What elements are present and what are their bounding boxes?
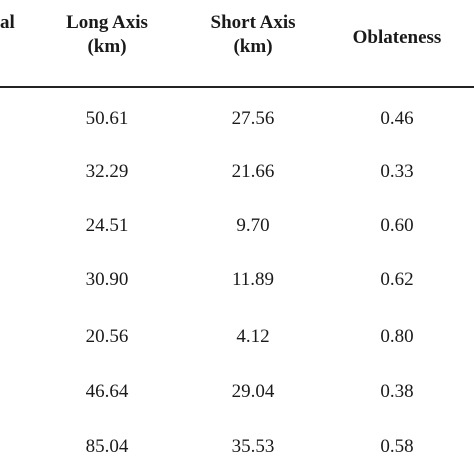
cell-long-axis: 85.04 xyxy=(85,436,129,457)
cell-long-axis: 32.29 xyxy=(85,161,129,182)
cell-short-axis: 9.70 xyxy=(236,215,270,236)
cell-short-axis: 11.89 xyxy=(231,269,275,290)
header-cell-long-axis: Long Axis (km) xyxy=(42,11,172,59)
cell-long-axis: 30.90 xyxy=(85,269,129,290)
cell-oblateness: 0.58 xyxy=(380,436,414,457)
cell-long-axis: 50.61 xyxy=(85,108,129,129)
cell-oblateness: 0.80 xyxy=(380,326,414,347)
cell-short-axis: 21.66 xyxy=(231,161,275,182)
header-line-1: Oblateness xyxy=(352,27,442,48)
header-line-2: (km) xyxy=(233,36,273,57)
cell-long-axis: 24.51 xyxy=(85,215,129,236)
header-line-2: (km) xyxy=(87,36,127,57)
header-line-1: al xyxy=(0,12,15,33)
cell-oblateness: 0.38 xyxy=(380,381,414,402)
cell-oblateness: 0.60 xyxy=(380,215,414,236)
cell-oblateness: 0.46 xyxy=(380,108,414,129)
cell-oblateness: 0.33 xyxy=(380,161,414,182)
cell-long-axis: 20.56 xyxy=(85,326,129,347)
header-rule xyxy=(0,86,474,88)
cell-short-axis: 27.56 xyxy=(231,108,275,129)
cell-short-axis: 4.12 xyxy=(236,326,270,347)
cell-short-axis: 35.53 xyxy=(231,436,275,457)
header-line-1: Short Axis xyxy=(210,12,296,33)
header-line-1: Long Axis xyxy=(66,12,148,33)
cell-long-axis: 46.64 xyxy=(85,381,129,402)
header-cell-short-axis: Short Axis (km) xyxy=(188,11,318,59)
header-cell-partial: al xyxy=(0,11,26,35)
cell-oblateness: 0.62 xyxy=(380,269,414,290)
header-cell-oblateness: Oblateness xyxy=(332,26,462,50)
cell-short-axis: 29.04 xyxy=(231,381,275,402)
